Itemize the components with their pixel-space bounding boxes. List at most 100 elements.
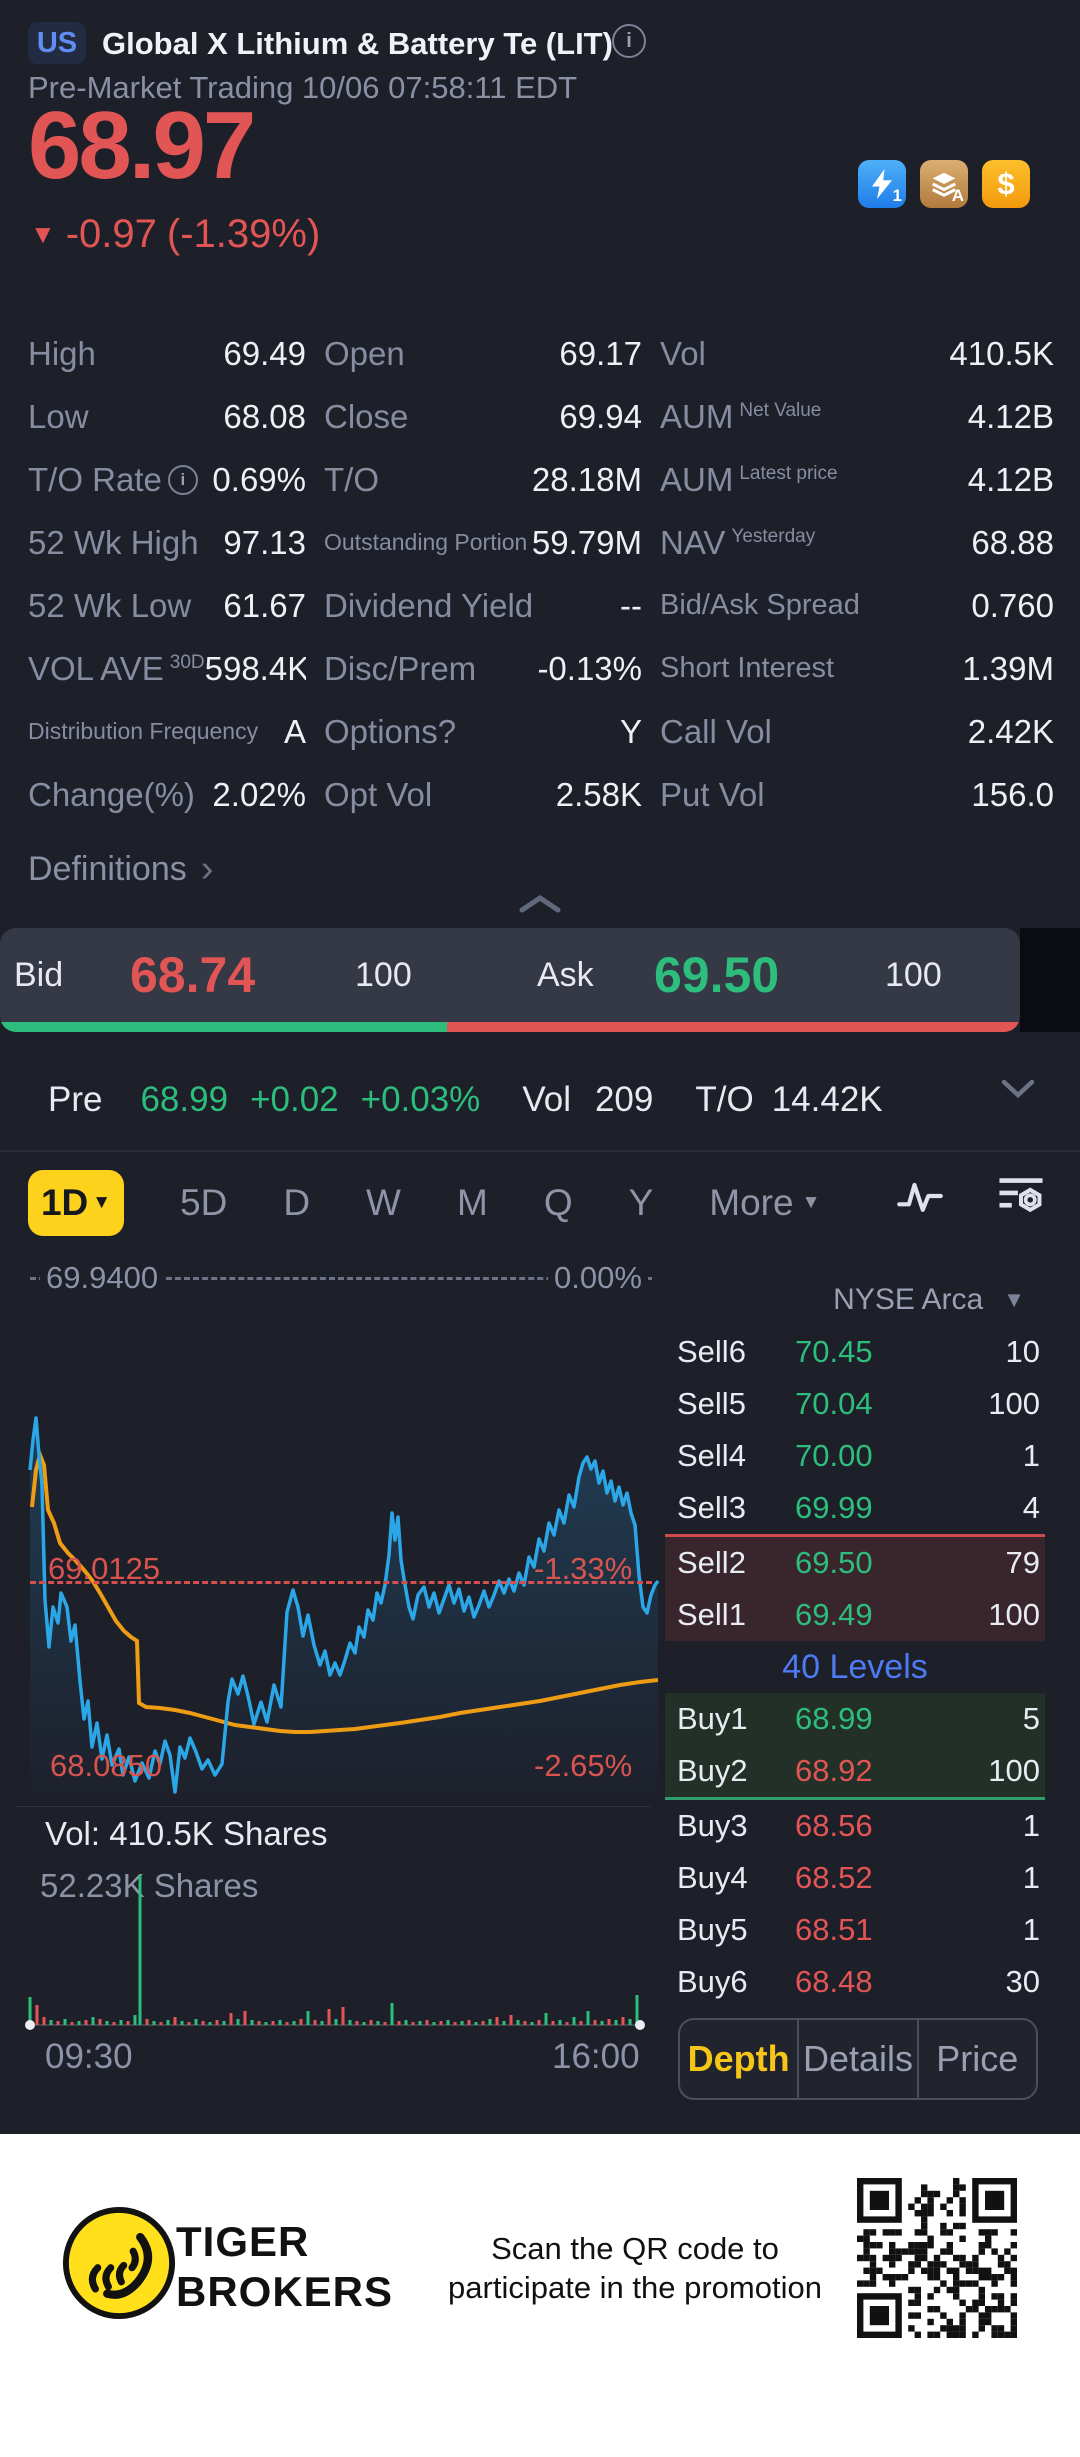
down-triangle-icon: ▼ <box>30 219 56 249</box>
book-row-buy1[interactable]: Buy1 68.99 5 <box>665 1693 1045 1745</box>
book-quantity: 1 <box>1022 1860 1040 1895</box>
stat-value: 28.18M <box>531 460 642 498</box>
level-data-icon[interactable]: A <box>920 160 968 208</box>
stat-value: 1.39M <box>962 649 1054 687</box>
line-chart-icon[interactable] <box>896 1178 944 1214</box>
stat-value: 2.58K <box>555 775 642 813</box>
tab-q[interactable]: Q <box>543 1182 573 1223</box>
section-divider <box>0 1150 1080 1152</box>
stat-cell: 52 Wk Low 61.67 <box>28 574 306 637</box>
chevron-down-icon[interactable] <box>1000 1078 1036 1105</box>
chart-divider <box>15 1806 650 1807</box>
info-icon[interactable]: i <box>612 24 646 58</box>
stat-label: High <box>28 334 96 372</box>
mid-pct-label: -1.33% <box>534 1551 633 1586</box>
tab-w[interactable]: W <box>366 1182 401 1223</box>
venue-selector[interactable]: NYSE Arca ▼ <box>833 1283 1025 1317</box>
mid-price-dashline <box>30 1581 652 1584</box>
stat-value: -- <box>620 586 642 624</box>
bid-ask-panel[interactable]: Bid 68.74 100 Ask 69.50 100 <box>0 928 1020 1032</box>
stat-value: 61.67 <box>223 586 306 624</box>
stat-cell: Close 69.94 <box>324 385 642 448</box>
lightning-icon <box>872 169 892 199</box>
tab-more[interactable]: More ▼ <box>709 1182 821 1223</box>
stat-cell: Disc/Prem -0.13% <box>324 637 642 700</box>
stat-label: T/O Rate i <box>28 461 198 499</box>
stat-cell: AUM Net Value 4.12B <box>660 385 1054 448</box>
book-view-switch: Depth Details Price <box>678 2018 1038 2100</box>
book-level-label: Sell3 <box>677 1490 746 1525</box>
collapse-panel-button[interactable] <box>506 893 574 919</box>
stat-label: Bid/Ask Spread <box>660 589 860 621</box>
definitions-link[interactable]: Definitions › <box>28 848 213 891</box>
stat-cell: T/O 28.18M <box>324 448 642 511</box>
stat-cell: Outstanding Portion 59.79M <box>324 511 642 574</box>
book-row-buy6[interactable]: Buy6 68.48 30 <box>665 1956 1045 2008</box>
info-icon[interactable]: i <box>167 464 198 495</box>
caret-down-icon: ▼ <box>801 1192 821 1213</box>
upper-price-label: 69.9400 <box>40 1259 165 1297</box>
bid-price: 68.74 <box>130 947 256 1003</box>
volume-chart-svg <box>25 1875 645 2030</box>
period-tab-bar: 1D ▼ 5D D W M Q Y More ▼ <box>28 1170 820 1236</box>
book-tab-price[interactable]: Price <box>916 2020 1036 2098</box>
stat-value: 0.760 <box>971 586 1054 624</box>
currency-icon[interactable]: $ <box>982 160 1030 208</box>
stat-value: 2.02% <box>212 775 306 813</box>
stat-cell: Open 69.17 <box>324 322 642 385</box>
stat-cell: 52 Wk High 97.13 <box>28 511 306 574</box>
book-row-buy3[interactable]: Buy3 68.56 1 <box>665 1800 1045 1852</box>
stat-label: AUM Net Value <box>660 397 822 435</box>
stat-label: Close <box>324 397 409 435</box>
indicator-settings-icon[interactable] <box>996 1176 1046 1216</box>
book-level-label: Sell4 <box>677 1438 746 1473</box>
book-level-label: Buy6 <box>677 1964 748 1999</box>
prev-close-dashline <box>30 1277 652 1280</box>
tab-1d-active[interactable]: 1D ▼ <box>28 1170 124 1236</box>
stat-label: Low <box>28 397 89 435</box>
book-level-label: Sell2 <box>677 1545 746 1580</box>
book-row-buy4[interactable]: Buy4 68.52 1 <box>665 1852 1045 1904</box>
premarket-summary-row[interactable]: Pre 68.99 +0.02 +0.03% Vol 209 T/O 14.42… <box>48 1072 883 1128</box>
book-row-buy2[interactable]: Buy2 68.92 100 <box>665 1745 1045 1800</box>
book-row-sell2[interactable]: Sell2 69.50 79 <box>665 1534 1045 1589</box>
stat-cell: Put Vol 156.0 <box>660 763 1054 826</box>
tab-5d[interactable]: 5D <box>180 1182 228 1223</box>
book-row-sell1[interactable]: Sell1 69.49 100 <box>665 1589 1045 1641</box>
stat-cell: VOL AVE 30D 598.4K <box>28 637 306 700</box>
book-quantity: 5 <box>1022 1701 1040 1736</box>
pre-change-pct: +0.03% <box>360 1080 481 1119</box>
book-row-sell3[interactable]: Sell3 69.99 4 <box>665 1482 1045 1534</box>
stat-cell: Dividend Yield -- <box>324 574 642 637</box>
book-row-sell5[interactable]: Sell5 70.04 100 <box>665 1378 1045 1430</box>
book-quantity: 100 <box>988 1753 1040 1788</box>
book-tab-details[interactable]: Details <box>797 2020 916 2098</box>
book-price: 68.99 <box>795 1701 873 1736</box>
levels-expander[interactable]: 40 Levels <box>782 1647 928 1686</box>
book-level-label: Sell6 <box>677 1334 746 1369</box>
book-tab-depth[interactable]: Depth <box>687 2038 790 2079</box>
time-start-label: 09:30 <box>45 2037 133 2076</box>
stat-value: 598.4K <box>204 649 306 687</box>
stats-grid: High 69.49 Open 69.17 Vol 410.5K Low 68.08 Close… <box>28 322 1054 826</box>
book-level-label: Buy5 <box>677 1912 748 1947</box>
stat-cell: Low 68.08 <box>28 385 306 448</box>
feature-badges: 1 A $ <box>858 160 1030 208</box>
book-level-label: Buy3 <box>677 1808 748 1843</box>
book-level-label: Buy2 <box>677 1753 748 1788</box>
tab-m[interactable]: M <box>456 1182 488 1223</box>
stat-value: 0.69% <box>212 460 306 498</box>
flash-order-icon[interactable]: 1 <box>858 160 906 208</box>
book-row-sell4[interactable]: Sell4 70.00 1 <box>665 1430 1045 1482</box>
stat-value: 2.42K <box>967 712 1054 750</box>
book-row-buy5[interactable]: Buy5 68.51 1 <box>665 1904 1045 1956</box>
venue-label: NYSE Arca <box>833 1283 984 1316</box>
stat-label: T/O <box>324 460 379 498</box>
book-row-sell6[interactable]: Sell6 70.45 10 <box>665 1326 1045 1378</box>
intraday-chart[interactable]: 69.9400 0.00% 69.0125 -1.33% 68.0850 -2.… <box>0 1255 660 2134</box>
stat-value: 97.13 <box>223 523 306 561</box>
low-pct-label: -2.65% <box>534 1748 633 1783</box>
market-badge: US <box>28 22 86 64</box>
tab-y[interactable]: Y <box>628 1182 654 1223</box>
tab-d[interactable]: D <box>283 1182 311 1223</box>
